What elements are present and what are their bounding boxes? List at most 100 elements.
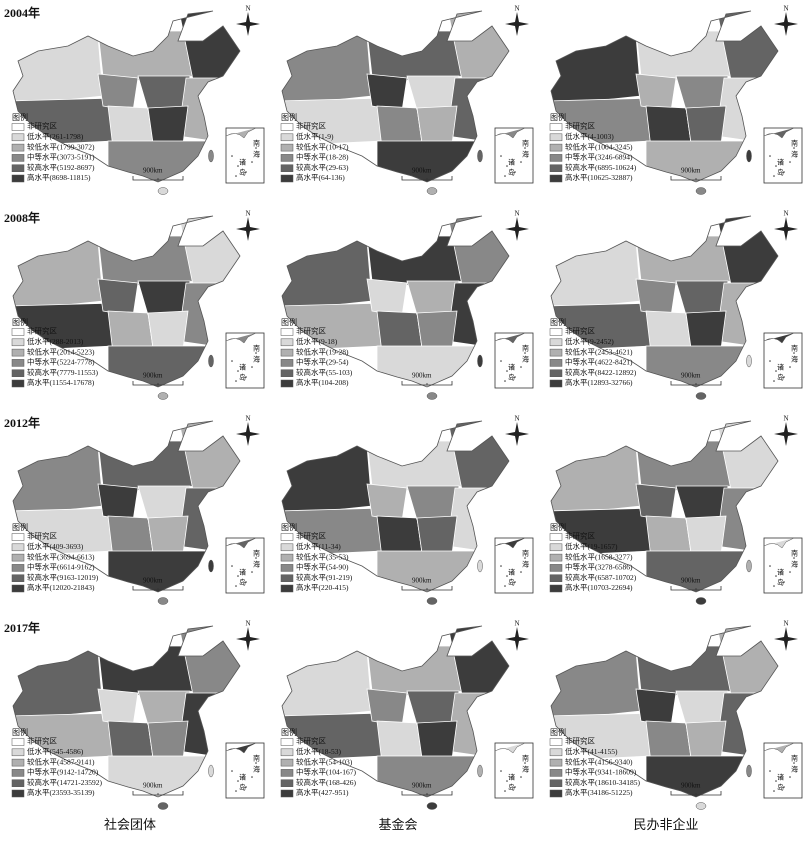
scale-bar [670,586,722,591]
province-region [551,240,642,312]
inset-coast [225,332,257,344]
legend-swatch [11,123,25,131]
inset-coast [494,742,526,754]
scale-label: 900km [143,167,163,175]
legend-swatch [280,348,294,357]
inset-label: 岛 [777,373,784,382]
inset-label: 南 [253,754,260,763]
island [237,165,239,167]
legend-swatch [11,359,25,367]
island [773,790,775,792]
legend-swatch [549,574,563,582]
legend-swatch [11,574,25,582]
island [237,575,239,577]
inset-label: 海 [791,560,798,569]
province-region [635,483,677,522]
legend-label: 低水平(9-18) [296,336,338,346]
province-region [416,720,458,760]
province-region [97,483,139,522]
island [520,161,522,163]
map-panel: N 图例非研究区低水平(288-2013)较低水平(2014-5223)中等水平(… [11,210,265,400]
scale-label: 900km [412,577,432,585]
legend-swatch [11,779,25,787]
island [231,770,233,772]
legend-swatch [280,748,294,757]
china-map [282,421,509,592]
inset-label: 海 [791,150,798,159]
map-panel: N 图例非研究区低水平(4-1003)较低水平(1004-3245)中等水平(32… [549,5,803,195]
inset-label: 岛 [777,578,784,587]
legend-label: 较高水平(6587-10702) [565,572,637,582]
map-outline [281,10,510,183]
island [255,352,257,354]
hainan [695,187,707,195]
legend-swatch [280,359,294,367]
inset-coast [763,127,795,139]
legend-label: 较高水平(55-103) [296,367,353,377]
island [231,155,233,157]
map-outline [281,215,510,388]
inset-label: 海 [791,355,798,364]
inset-label: 南 [791,344,798,353]
legend-label: 非研究区 [565,531,595,541]
north-label: N [245,5,250,13]
hainan [157,597,169,605]
map-panel: N 图例非研究区低水平(11-34)较低水平(35-53)中等水平(54-90)较… [280,415,534,605]
island [506,370,508,372]
map-outline [12,215,241,388]
taiwan [477,354,483,368]
map-panel: N 图例非研究区低水平(18-53)较低水平(54-103)中等水平(104-16… [280,620,534,810]
hainan [426,597,438,605]
scale-bar [401,176,453,181]
legend-swatch [11,143,25,152]
legend-label: 非研究区 [27,326,57,336]
island [789,571,791,573]
taiwan [208,354,214,368]
island [783,581,785,583]
legend-swatch [549,338,563,347]
inset-label: 岛 [508,578,515,587]
legend-label: 中等水平(18-28) [296,152,349,162]
taiwan [477,559,483,573]
legend-swatch [549,779,563,787]
island [775,780,777,782]
legend-label: 较高水平(91-219) [296,572,353,582]
province-region [282,35,373,107]
province-region [635,688,677,727]
legend-swatch [549,748,563,757]
province-region [635,73,677,112]
island [524,762,526,764]
legend-label: 较高水平(9163-12019) [27,572,99,582]
island [783,376,785,378]
legend-swatch [11,174,25,183]
legend-label: 高水平(427-951) [296,787,349,797]
island [231,360,233,362]
hainan [157,187,169,195]
legend-label: 中等水平(3278-6586) [565,562,633,572]
island [506,165,508,167]
legend-swatch [549,123,563,131]
hainan [157,392,169,400]
hainan [695,392,707,400]
legend-label: 非研究区 [27,531,57,541]
inset-label: 南 [522,139,529,148]
legend-swatch [11,328,25,336]
province-region [147,515,189,555]
map-outline [12,10,241,183]
scale-label: 900km [412,782,432,790]
inset-label: 岛 [508,168,515,177]
legend-label: 高水平(23593-35139) [27,787,95,797]
scale-bar [401,381,453,386]
legend-swatch [11,348,25,357]
legend-label: 非研究区 [296,121,326,131]
year-label: 2008年 [4,210,40,225]
province-region [685,310,727,350]
legend-label: 非研究区 [565,121,595,131]
legend-title: 图例 [550,317,566,327]
map-outline [550,625,779,798]
hainan [426,187,438,195]
island [514,581,516,583]
